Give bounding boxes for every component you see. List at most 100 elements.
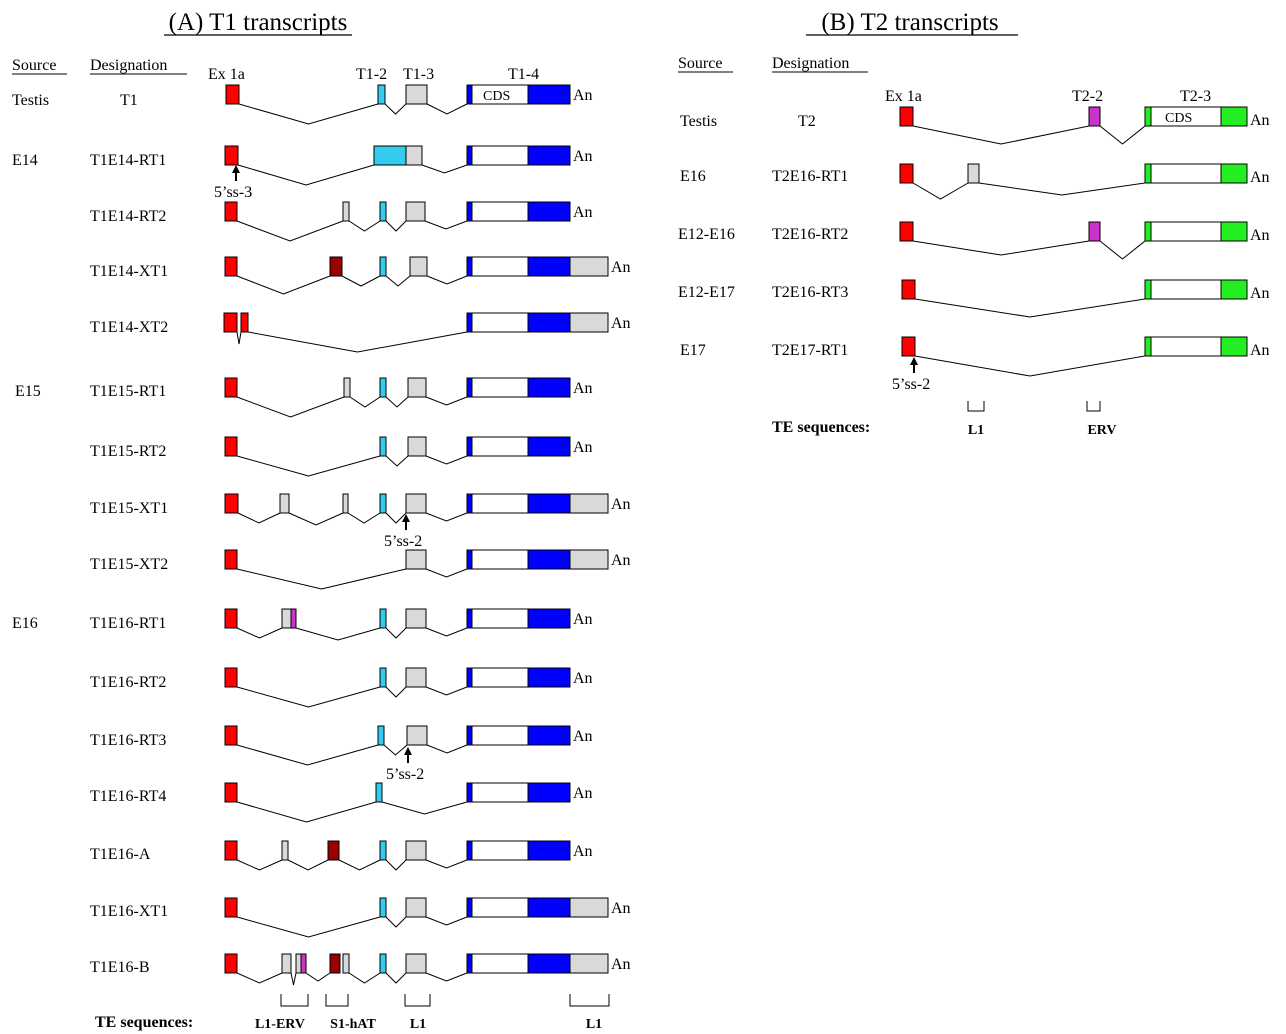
exon-t2-3-utr: [1220, 106, 1248, 127]
exon-t1-3: [405, 608, 427, 629]
exon-t1-4-cds: [471, 312, 529, 333]
row-designation: T1E14-RT2: [90, 208, 166, 225]
panel-a-col-source: Source: [12, 57, 56, 74]
polya-label: An: [573, 611, 593, 628]
splice-line: [236, 801, 377, 823]
splice-line: [236, 627, 283, 639]
polya-label: An: [1250, 285, 1270, 302]
row-designation: T1E16-RT1: [90, 615, 166, 632]
exon-t1-4-utr: [527, 897, 571, 918]
splice-line: [425, 455, 468, 465]
arrow-head-icon: [402, 514, 410, 522]
row-designation: T1E16-B: [90, 959, 150, 976]
exon-alt-magenta: [300, 953, 307, 974]
splice-line: [236, 916, 381, 938]
exon-t1-4-utr: [527, 840, 571, 861]
splice-line: [385, 972, 407, 984]
splice-line: [385, 455, 409, 467]
exon-t1-4-start: [466, 608, 473, 629]
exon-t2-2: [1088, 221, 1101, 242]
exon-t1-3: [407, 436, 427, 457]
polya-label: An: [611, 496, 631, 513]
exon-t1-4-start: [466, 201, 473, 222]
splice-line: [914, 298, 1146, 318]
splice-line: [295, 627, 381, 641]
exon-t1-4-extension: [569, 953, 609, 974]
splice-line: [425, 686, 468, 696]
exon-t1-3: [407, 377, 427, 398]
row-designation: T1E16-XT1: [90, 903, 168, 920]
splice-line: [425, 916, 468, 926]
exon-ex1a: [901, 279, 916, 300]
panel-a-te-item: L1: [410, 1017, 426, 1032]
panel-b-row-labels: Testis T2 E16 T2E16-RT1 E12-E16 T2E16-RT…: [678, 113, 848, 359]
exon-t2-3-utr: [1220, 279, 1248, 300]
panel-a-te-item: L1: [586, 1017, 602, 1032]
arrow-head-icon: [910, 357, 918, 365]
exon-t1-4-utr: [527, 312, 571, 333]
exon-alt: [343, 377, 351, 398]
splice-line: [1099, 240, 1146, 260]
row-designation: T1E14-RT1: [90, 152, 166, 169]
row-designation: T1E16-RT3: [90, 732, 166, 749]
exon-t2-3-start: [1144, 163, 1152, 184]
exon-t1-4-start: [466, 840, 473, 861]
row-designation: T2E16-RT1: [772, 168, 848, 185]
exon-t1-2: [375, 782, 383, 803]
exon-alt: [281, 608, 292, 629]
row-designation: T2E16-RT2: [772, 226, 848, 243]
te-bracket: [404, 994, 431, 1007]
exon-t1-4-cds: [471, 782, 529, 803]
panel-b-exon-ex1a: Ex 1a: [885, 88, 922, 105]
row-source: E16: [680, 168, 706, 185]
exon-t1-4-extension: [569, 549, 609, 570]
te-bracket: [569, 994, 610, 1007]
splice-line: [247, 331, 468, 353]
row-designation: T1E14-XT1: [90, 263, 168, 280]
splice-line: [425, 396, 468, 406]
exon-ex1a: [224, 782, 238, 803]
splice-line: [425, 568, 468, 578]
splice-line: [236, 568, 407, 590]
exon-ex1a: [224, 377, 238, 398]
row-designation: T2E17-RT1: [772, 342, 848, 359]
splice-line: [236, 220, 344, 242]
exon-t1-4-start: [466, 725, 473, 746]
splice-line: [288, 512, 344, 526]
polya-label: An: [1250, 227, 1270, 244]
polya-label: An: [611, 315, 631, 332]
exon-t1-3: [405, 667, 427, 688]
exon-ex1a: [224, 493, 239, 514]
exon-t1-4-cds: [471, 549, 529, 570]
exon-t1-4-extension: [569, 312, 609, 333]
splice-line: [426, 275, 468, 285]
exon-t1-3: [405, 549, 427, 570]
splice-line: [348, 972, 381, 984]
exon-ex1a: [901, 336, 916, 357]
splice-line: [914, 355, 1146, 377]
splice-line: [385, 627, 407, 639]
polya-label: An: [611, 552, 631, 569]
splice-line: [287, 859, 329, 871]
exon-t2-3-cds: [1150, 336, 1222, 357]
exon-t1-3: [409, 256, 428, 277]
splice-line: [385, 220, 407, 232]
exon-alt: [342, 953, 350, 974]
splice-line: [236, 744, 379, 766]
splice-line: [349, 396, 381, 408]
splice-line: [425, 512, 468, 522]
splice-site-label: 5’ss-3: [214, 184, 252, 201]
exon-t1-4-utr: [527, 608, 571, 629]
panel-a-exon-t1-4: T1-4: [508, 66, 539, 83]
polya-label: An: [573, 670, 593, 687]
splice-line: [381, 801, 468, 815]
panel-a-te-item: S1-hAT: [330, 1017, 376, 1032]
splice-line: [1099, 125, 1146, 145]
exon-t1-4-cds: [471, 608, 529, 629]
splice-line: [424, 220, 468, 230]
polya-label: An: [573, 87, 593, 104]
exon-ex1a: [224, 436, 238, 457]
splice-site-label: 5’ss-2: [384, 533, 422, 550]
exon-t1-4-start: [466, 549, 473, 570]
splice-line: [348, 220, 381, 232]
